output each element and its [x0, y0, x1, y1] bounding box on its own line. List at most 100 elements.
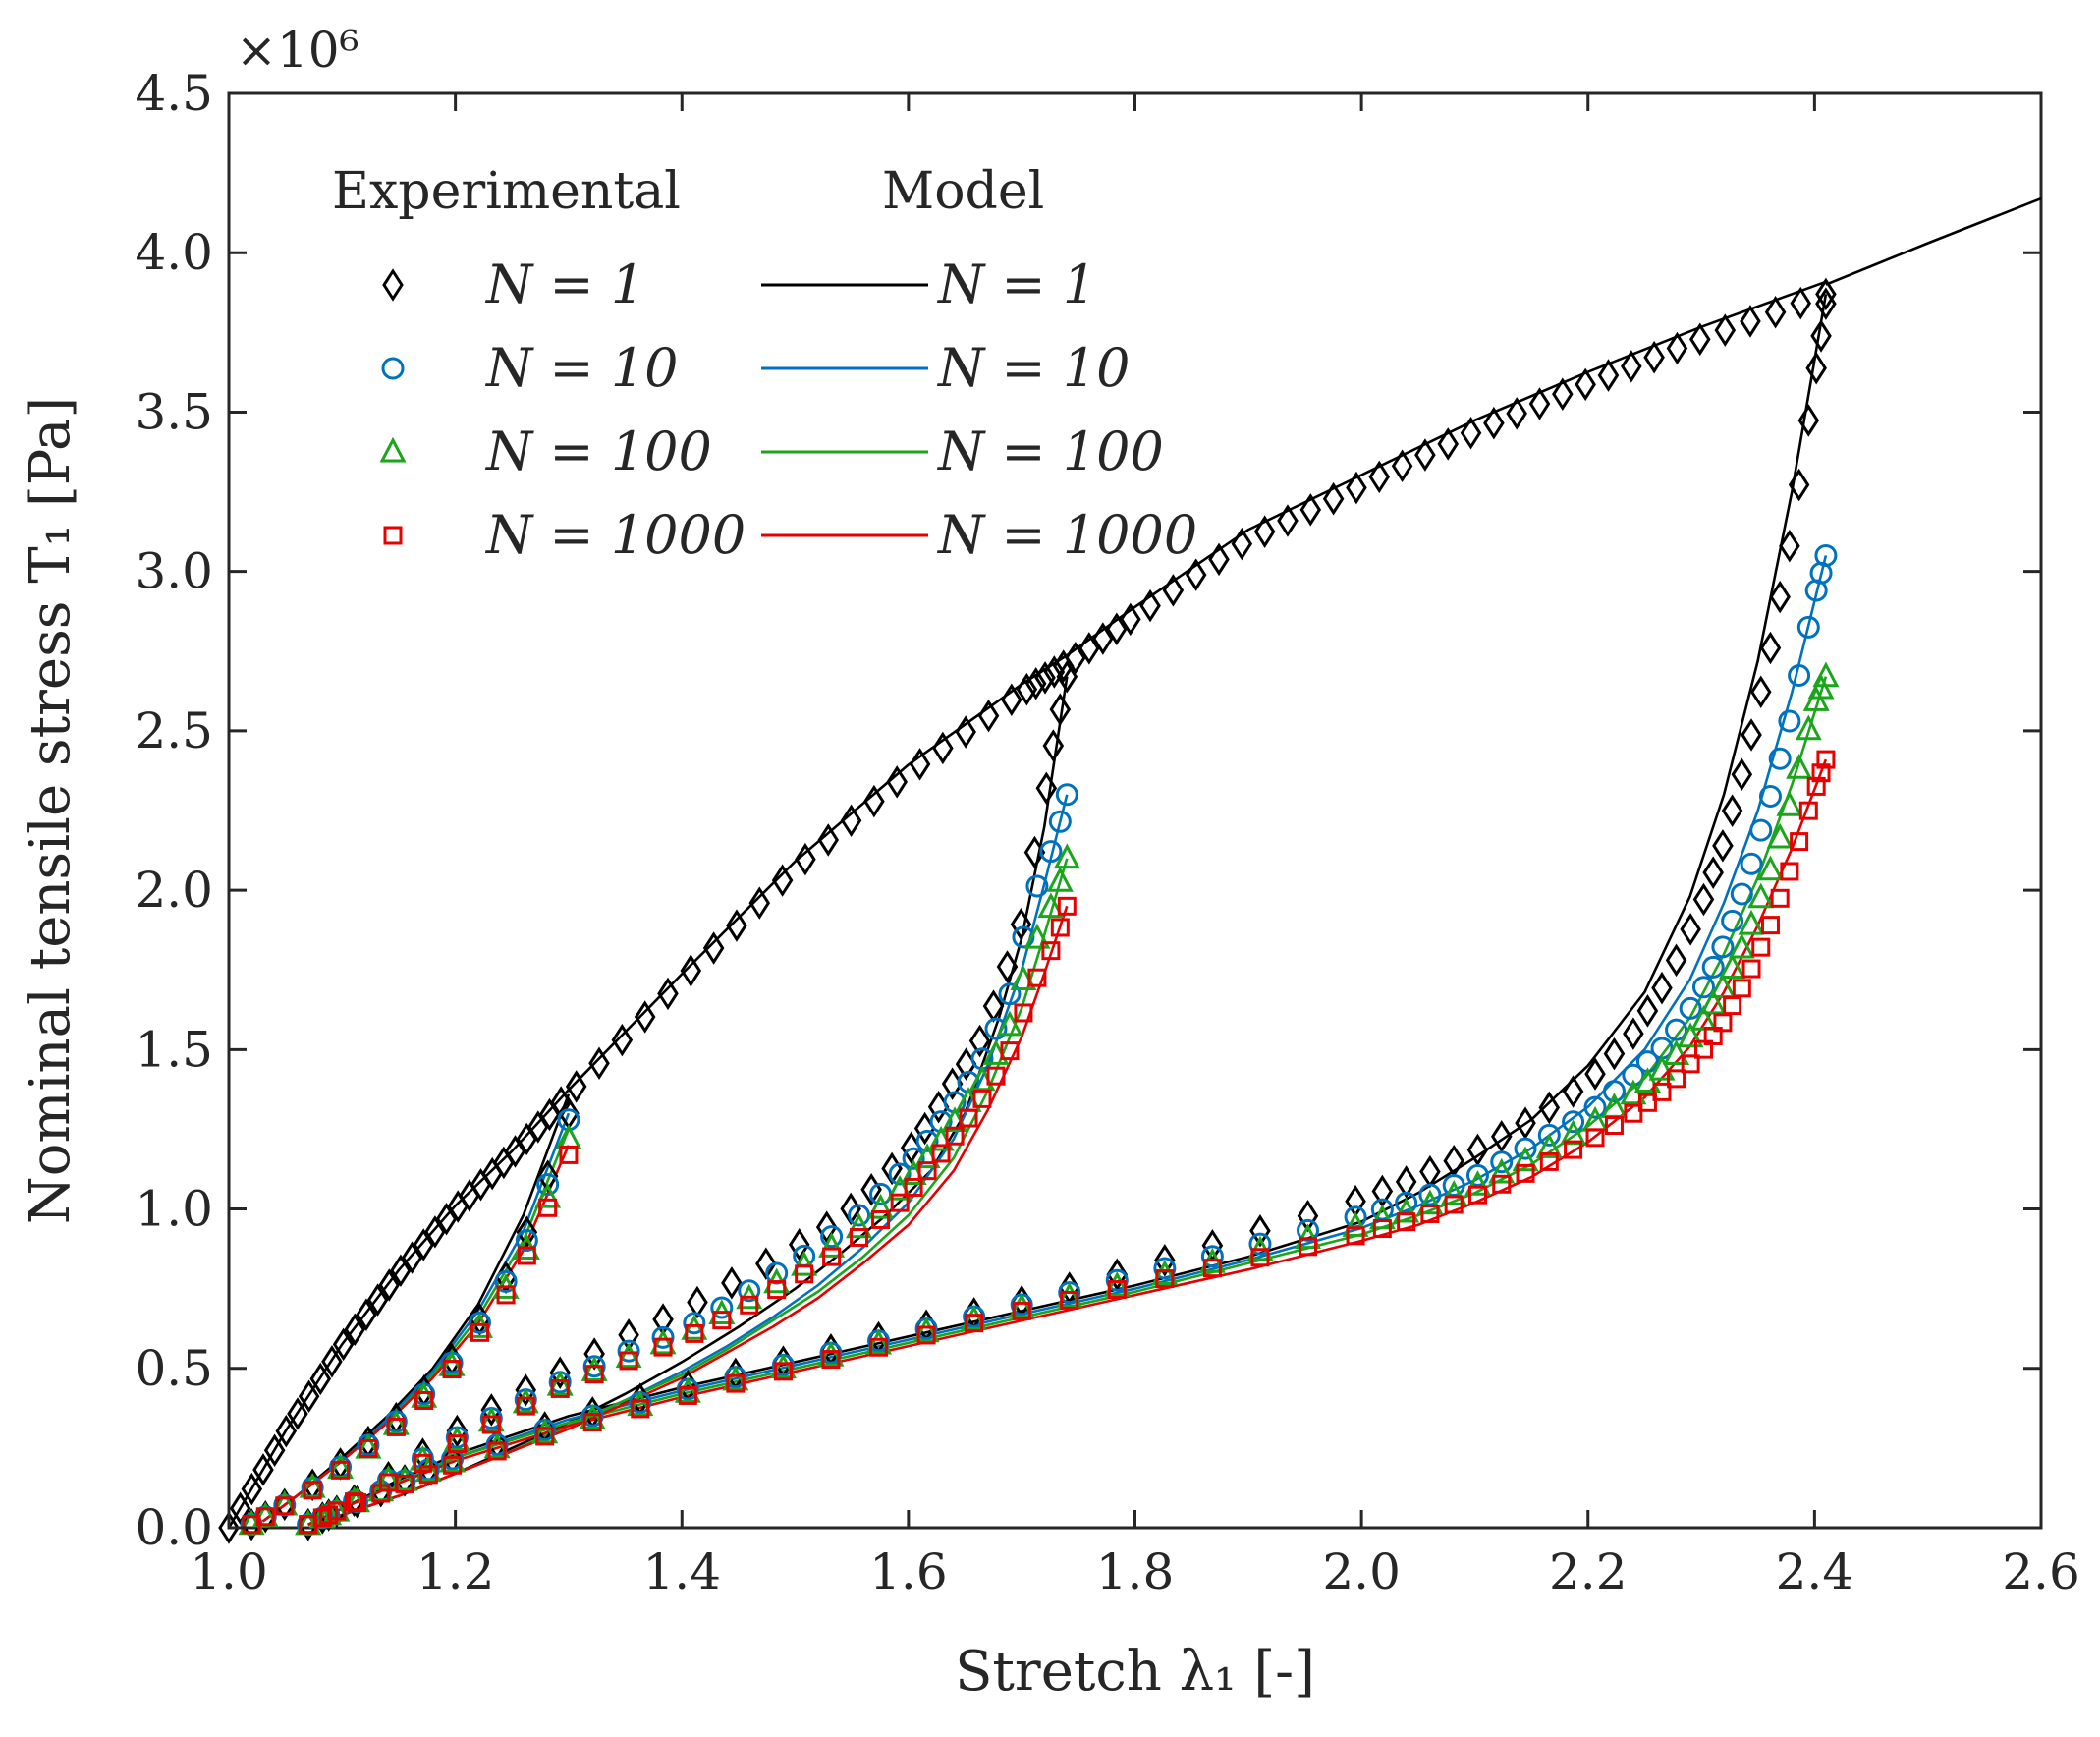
exp-marker-N1000-cycle-3 — [1564, 1140, 1583, 1159]
exp-marker-loading — [1815, 277, 1837, 311]
exp-marker-N1000-cycle-3 — [631, 1399, 650, 1419]
exp-marker-N1000-cycle-3 — [678, 1385, 697, 1405]
exp-marker-N100-cycle-3 — [1663, 1039, 1690, 1065]
x-tick-label: 1.0 — [190, 1543, 268, 1600]
exp-marker-N1000-cycle-2 — [850, 1227, 869, 1247]
exp-marker-N1-cycle-3 — [1721, 794, 1743, 827]
exp-marker-N1000-cycle-3 — [1372, 1219, 1392, 1239]
exp-marker-N100-cycle-1 — [299, 1472, 326, 1498]
exp-marker-N10-cycle-3 — [1679, 996, 1702, 1020]
exp-marker-N100-cycle-2 — [615, 1342, 642, 1369]
exp-marker-N1000-cycle-3 — [1299, 1237, 1318, 1257]
exp-marker-N1-cycle-1 — [254, 1499, 277, 1534]
exp-marker-N10-cycle-2 — [848, 1204, 871, 1227]
exp-marker-N10-cycle-2 — [683, 1312, 706, 1335]
x-tick-label: 1.8 — [1096, 1543, 1175, 1600]
exp-marker-N10-cycle-2 — [820, 1225, 844, 1249]
exp-marker-loading — [817, 823, 840, 857]
exp-marker-loading — [1106, 612, 1128, 645]
exp-marker-N1000-cycle-1 — [559, 1145, 579, 1164]
exp-marker-N100-cycle-2 — [846, 1212, 873, 1239]
exp-marker-N100-cycle-3 — [391, 1465, 418, 1491]
series-layer — [218, 196, 2042, 1544]
exp-marker-N10-cycle-2 — [902, 1147, 925, 1170]
exp-marker-N10-cycle-3 — [1721, 909, 1744, 932]
legend-label-model: N = 1 — [936, 253, 1096, 315]
axes-layer: 1.0 1.2 1.4 1.6 1.8 2.0 2.2 2.4 2.6 0.0 0.5 1.0 1.5 2… — [19, 22, 2080, 1704]
exp-marker-N1000-cycle-2 — [822, 1247, 842, 1266]
exp-marker-loading — [1208, 542, 1230, 577]
exp-marker-N100-cycle-3 — [1416, 1189, 1444, 1215]
exp-marker-N1000-cycle-2 — [931, 1144, 951, 1163]
exp-marker-N1000-cycle-3 — [535, 1427, 555, 1446]
exp-marker-N1000-cycle-3 — [487, 1441, 507, 1461]
y-tick-label: 0.0 — [135, 1499, 213, 1556]
exp-marker-loading — [1688, 322, 1711, 357]
exp-marker-N1000-cycle-3 — [1732, 979, 1751, 998]
exp-marker-N1000-cycle-1 — [331, 1460, 351, 1480]
exp-marker-N1-cycle-2 — [1035, 771, 1058, 806]
exp-marker-N1-cycle-3 — [1154, 1244, 1176, 1277]
exp-marker-loading — [1666, 331, 1688, 365]
exp-marker-N1000-cycle-1 — [414, 1390, 434, 1410]
exp-marker-loading — [229, 1491, 251, 1526]
exp-marker-N1000-cycle-3 — [1703, 1027, 1723, 1046]
exp-marker-N100-cycle-3 — [1802, 686, 1830, 711]
exp-marker-N100-cycle-3 — [1488, 1157, 1516, 1184]
exp-marker-N1-cycle-3 — [1603, 1037, 1626, 1071]
exp-marker-N10-cycle-3 — [1602, 1080, 1626, 1103]
exp-marker-loading — [588, 1046, 610, 1081]
exp-marker-N10-cycle-3 — [1490, 1150, 1514, 1174]
y-tick-label: 4.5 — [135, 65, 213, 122]
exp-marker-N1-cycle-3 — [1788, 468, 1810, 502]
exp-marker-N1000-cycle-2 — [550, 1378, 570, 1398]
exp-marker-N100-cycle-2 — [996, 1010, 1023, 1037]
exp-marker-loading — [1120, 602, 1141, 637]
y-tick-label: 1.5 — [135, 1021, 213, 1078]
exp-marker-N1000-cycle-3 — [1060, 1290, 1079, 1310]
exp-marker-loading — [309, 1362, 332, 1396]
x-tick-label: 2.4 — [1776, 1543, 1854, 1600]
exp-marker-loading — [1740, 305, 1761, 338]
exp-marker-N1-cycle-2 — [687, 1285, 708, 1319]
exp-marker-N1000-cycle-2 — [619, 1351, 638, 1371]
model-line-loading — [227, 280, 1827, 1529]
exp-marker-N1-cycle-3 — [1584, 1057, 1606, 1091]
exp-marker-N100-cycle-2 — [443, 1426, 470, 1451]
exp-marker-N1000-cycle-3 — [395, 1474, 414, 1493]
exp-marker-N100-cycle-3 — [1393, 1197, 1420, 1223]
exp-marker-N1000-cycle-2 — [584, 1365, 604, 1384]
exp-marker-N1-cycle-3 — [1702, 856, 1724, 889]
exp-marker-N1000-cycle-2 — [1050, 918, 1070, 937]
exp-marker-N100-cycle-1 — [534, 1182, 562, 1208]
exp-marker-N100-cycle-3 — [1709, 973, 1737, 998]
y-axis-exponent: ×10⁶ — [236, 22, 359, 79]
x-axis-title: Stretch λ₁ [-] — [955, 1640, 1315, 1704]
exp-marker-N10-cycle-3 — [1514, 1137, 1537, 1160]
exp-marker-N1000-cycle-3 — [1816, 750, 1836, 769]
exp-marker-loading — [657, 977, 679, 1011]
exp-marker-N10-cycle-3 — [1758, 784, 1782, 808]
x-tick-label: 1.6 — [869, 1543, 948, 1600]
exp-marker-N1000-cycle-3 — [916, 1325, 936, 1345]
exp-marker-N100-cycle-2 — [1037, 892, 1065, 919]
exp-marker-N10-cycle-2 — [915, 1129, 939, 1152]
exp-marker-N1000-cycle-3 — [1751, 937, 1771, 957]
exp-marker-N1000-cycle-3 — [1770, 888, 1790, 908]
exp-marker-N1-cycle-3 — [1395, 1165, 1417, 1199]
exp-marker-N100-cycle-1 — [411, 1381, 438, 1408]
exp-marker-N100-cycle-3 — [674, 1376, 701, 1403]
x-tick-label: 1.2 — [416, 1543, 495, 1600]
exp-marker-loading — [413, 1228, 435, 1261]
exp-marker-loading — [1346, 471, 1367, 505]
exp-marker-loading — [1597, 359, 1620, 392]
model-line-N1000-cycle-2 — [307, 905, 1069, 1527]
exp-marker-N1-cycle-3 — [1810, 319, 1832, 353]
exp-marker-N1000-cycle-1 — [496, 1285, 516, 1305]
exp-marker-N1-cycle-2 — [1010, 907, 1032, 941]
exp-marker-N1-cycle-3 — [1466, 1133, 1489, 1167]
exp-marker-loading — [1078, 632, 1100, 665]
legend-marker-triangle — [379, 436, 407, 463]
exp-marker-N1-cycle-1 — [516, 1215, 538, 1250]
exp-marker-N1000-cycle-3 — [1155, 1269, 1175, 1289]
